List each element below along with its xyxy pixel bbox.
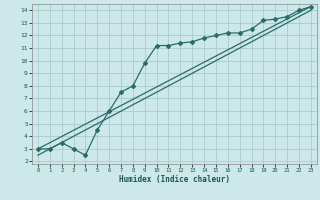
X-axis label: Humidex (Indice chaleur): Humidex (Indice chaleur) bbox=[119, 175, 230, 184]
